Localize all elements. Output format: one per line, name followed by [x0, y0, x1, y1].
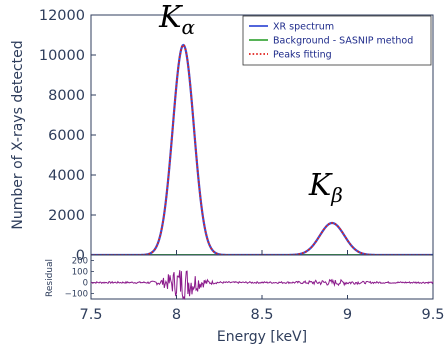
main-ticks: 0 2000 4000 6000 8000 10000 12000 — [39, 8, 96, 264]
main-plot: 0 2000 4000 6000 8000 10000 12000 Kα Kβ XR spec… — [10, 0, 434, 264]
peak-annotation: Kβ — [308, 168, 343, 207]
legend-label: Peaks fitting — [273, 50, 332, 61]
legend-label: XR spectrum — [273, 22, 334, 33]
main-y-tick-label: 4000 — [48, 168, 85, 184]
residual-line — [90, 270, 434, 301]
residual-y-tick-label: 100 — [72, 268, 88, 278]
legend: XR spectrum Background - SASNIP method Pea… — [242, 15, 432, 66]
x-tick-label: 7.5 — [79, 307, 102, 323]
legend-items: XR spectrum Background - SASNIP method Pea… — [249, 22, 413, 61]
legend-box — [242, 15, 432, 66]
x-tick-label: 9.5 — [421, 307, 444, 323]
residual-axis-label: Residual — [45, 259, 55, 297]
residual-y-tick-label: 200 — [72, 257, 88, 267]
main-y-tick-label: 8000 — [48, 88, 85, 104]
x-tick-label: 8 — [172, 307, 181, 323]
x-tick-label: 9 — [343, 307, 352, 323]
residual-plot-frame — [90, 254, 434, 300]
residual-y-tick-label: 0 — [83, 279, 88, 289]
residual-series — [90, 270, 434, 301]
main-y-tick-label: 6000 — [48, 128, 85, 144]
main-y-tick-label: 10000 — [39, 48, 85, 64]
x-axis-label: Energy [keV] — [217, 329, 307, 345]
peak-annotation: Kα — [158, 0, 195, 39]
y-axis-label: Number of X-rays detected — [10, 40, 26, 229]
residual-y-tick-label: −100 — [65, 290, 88, 300]
x-axis-ticks: 7.5 8 8.5 9 9.5 — [79, 250, 445, 323]
legend-label: Background - SASNIP method — [273, 36, 413, 47]
main-y-tick-label: 2000 — [48, 208, 85, 224]
main-y-tick-label: 0 — [76, 248, 85, 264]
peak-annotations: Kα Kβ — [158, 0, 343, 207]
x-tick-label: 8.5 — [250, 307, 273, 323]
main-y-tick-label: 12000 — [39, 8, 85, 24]
